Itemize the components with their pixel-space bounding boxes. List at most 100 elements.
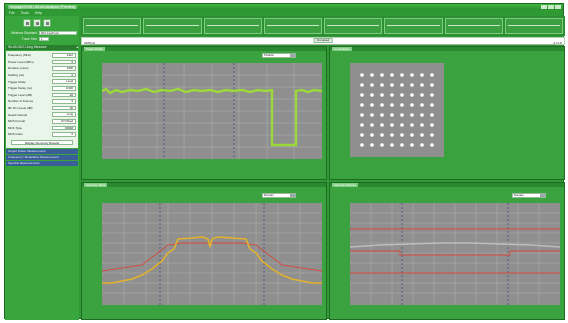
param-row: MCS Type OFDM [6,125,78,132]
settings-icon[interactable] [43,19,51,27]
thumbnail[interactable] [263,18,322,34]
thumbnail[interactable] [143,18,202,34]
window-controls [541,5,563,9]
frequency-slider[interactable] [90,44,556,45]
param-input[interactable]: HT Mixed [52,118,76,124]
param-row: Trigger Mode Level [6,78,78,85]
spectral-flatness-panel: Spectral Flatness Domain [329,182,565,320]
panel-header: Spectral Flatness [330,183,564,187]
position-dropdown[interactable]: Position [262,53,296,58]
standard-row: Wireless Standard 802.11a/b/g/n [5,30,79,36]
section-output-power[interactable]: Output Power Measurement [6,148,78,154]
param-row: Trigger Level (dB) -20 [6,92,78,99]
window-title: Keysight EVM / WLAN Analyzer (Preview) [8,5,78,9]
param-label: Trigger Mode [8,79,26,84]
panel-header: Constellation [330,47,564,51]
domain-dropdown[interactable]: Domain [262,193,296,198]
param-input[interactable]: 20 [52,105,76,111]
param-row: Power Level (dBm) 0 [6,59,78,66]
constellation-plot[interactable] [350,63,444,157]
param-label: Trigger Level (dB) [8,92,32,97]
param-label: MCS Type [8,125,22,130]
param-input[interactable]: 5 [52,99,76,104]
domain-dropdown[interactable]: Domain [512,193,546,198]
freq-right-label: 2.4 Hz [553,41,562,45]
section-spectral[interactable]: Spectral Measurements [6,160,78,166]
param-row: Trigger Delay (ns) 0.000 [6,85,78,92]
param-label: Duration (usec) [8,66,29,71]
param-label: MCS Format [8,119,26,124]
param-row: MCS Index 0 [6,131,78,138]
menu-bar: File Tools Help [5,10,563,15]
thumbnail-strip [81,16,565,36]
param-row: Frequency (MHz) 2412 [6,52,78,59]
param-input[interactable]: 0 [52,132,76,137]
toolbar [5,16,79,27]
left-panel: Wireless Standard 802.11a/b/g/n Trace Si… [5,16,79,320]
constellation-svg [360,73,434,147]
panel-title: Spectrum Mask [84,183,108,187]
param-label: Guard Interval [8,112,28,117]
freq-left-label: 2408 Hz [84,41,96,45]
param-input[interactable]: 2412 [52,53,76,58]
spectrum-plot[interactable] [102,203,322,305]
param-row: Guard Interval Long [6,111,78,118]
section-frequency[interactable]: Frequency / Modulation Measurement [6,154,78,160]
param-input[interactable]: 0 [52,72,76,78]
close-button[interactable] [555,5,561,9]
collapse-icon[interactable]: ▴ [76,45,78,49]
flatness-plot[interactable] [350,203,560,305]
constellation-panel: Constellation [329,46,565,180]
param-label: Frequency (MHz) [8,53,32,58]
param-label: MCS Index [8,132,23,137]
trace-row: Trace Size 1 [5,36,79,42]
thumbnail[interactable] [203,18,262,34]
param-input[interactable]: OFDM [52,125,76,131]
param-input[interactable]: Level [52,79,76,84]
params-panel-header[interactable]: WLAN 802.11a/g Measure ▴ [6,45,78,50]
menu-help[interactable]: Help [34,10,43,15]
title-bar: Keysight EVM / WLAN Analyzer (Preview) [5,4,563,10]
display-summary-button[interactable]: Display Summary Results [11,139,73,145]
param-label: Power Level (dBm) [8,59,34,64]
standard-select[interactable]: 802.11a/b/g/n [39,30,77,36]
thumbnail[interactable] [504,18,563,34]
occupied-marker[interactable]: Occupied [313,38,333,43]
save-icon[interactable] [33,19,41,27]
power-svg [102,63,322,159]
param-input[interactable]: 1000 [52,66,76,71]
trace-select[interactable]: 1 [39,36,49,42]
param-row: Number of Frames 5 [6,98,78,105]
param-row: MCS Format HT Mixed [6,118,78,125]
trace-label: Trace Size [21,37,37,41]
param-input[interactable]: 0 [52,59,76,65]
menu-tools[interactable]: Tools [20,10,29,15]
app-window: Keysight EVM / WLAN Analyzer (Preview) F… [4,3,565,320]
panel-header: Power Profile [82,47,326,51]
thumbnail[interactable] [324,18,383,34]
param-row: Duration (usec) 1000 [6,65,78,72]
flatness-svg [350,203,560,305]
param-input[interactable]: 0.000 [52,85,76,91]
thumbnail[interactable] [444,18,503,34]
maximize-button[interactable] [548,5,554,9]
param-label: Number of Frames [8,99,34,104]
menu-file[interactable]: File [9,10,15,15]
thumbnail[interactable] [384,18,443,34]
param-label: Trigger Delay (ns) [8,86,32,91]
open-icon[interactable] [23,19,31,27]
power-profile-panel: Power Profile Position [81,46,327,180]
power-plot[interactable] [102,63,322,159]
thumbnail[interactable] [83,18,142,34]
param-row: Settling (us) 0 [6,72,78,79]
frequency-bar: 2408 Hz Occupied 2.4 Hz [81,37,565,45]
param-row: RF Rx Levels (dB) 20 [6,105,78,112]
panel-title: Spectral Flatness [332,183,358,187]
spectrum-mask-panel: Spectrum Mask Domain [81,182,327,320]
standard-label: Wireless Standard [10,31,37,35]
param-input[interactable]: -20 [52,92,76,98]
param-input[interactable]: Long [52,112,76,117]
param-label: RF Rx Levels (dB) [8,106,33,111]
minimize-button[interactable] [541,5,547,9]
main-area: 2408 Hz Occupied 2.4 Hz Power Profile Po… [81,16,565,320]
